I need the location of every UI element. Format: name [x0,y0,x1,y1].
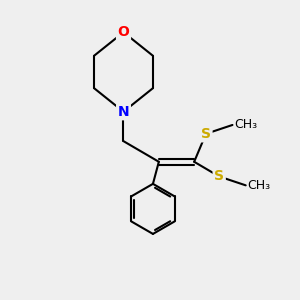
Text: CH₃: CH₃ [234,118,257,131]
Text: N: N [118,105,129,119]
Text: O: O [118,25,129,39]
Text: S: S [201,127,211,141]
Text: S: S [214,169,224,184]
Text: CH₃: CH₃ [247,179,270,192]
